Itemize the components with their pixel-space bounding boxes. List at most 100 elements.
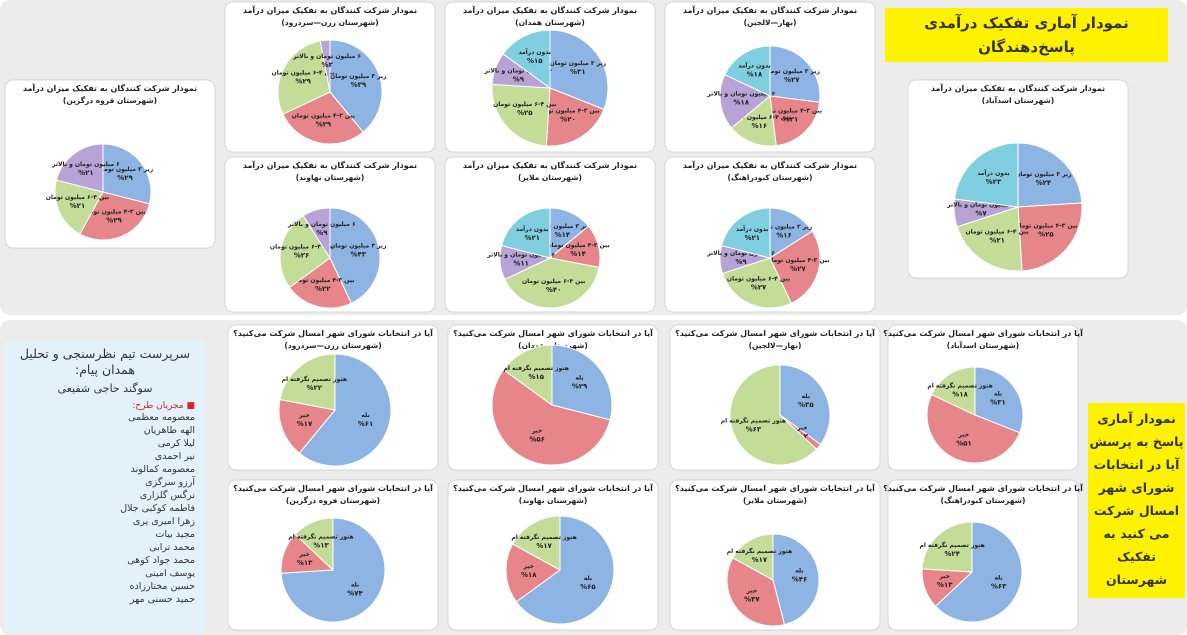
slice-category: بله [575, 375, 583, 382]
participation-header: نمودار آماری پاسخ به پرسش آیا در انتخابات ش… [1088, 403, 1185, 598]
pie-slice [769, 95, 821, 147]
chart-title: آیا در انتخابات شورای شهر امسال شرکت می‌… [233, 328, 433, 338]
slice-category: بدون درآمد [738, 61, 770, 70]
slice-category: بین ۴-۶ میلیون تومان [965, 229, 1028, 236]
slice-category: بین ۳-۴ میلیون تومان [291, 277, 354, 284]
slice-category: زیر ۳ میلیون تومان [330, 243, 387, 250]
team-member: یوسف امینی [145, 568, 195, 579]
pie-slice [953, 142, 1019, 208]
slice-category: بین ۳-۴ میلیون تومان [536, 107, 599, 114]
chart-subtitle: (شهرستان رزن—سردرود) [281, 18, 378, 27]
data-label: %۲۳ [986, 178, 1002, 186]
slice-category: بین ۴-۶ میلیون تومان [493, 101, 556, 108]
data-label: %۲۵ [1038, 231, 1054, 239]
data-label: %۶۱ [358, 420, 374, 428]
slice-category: زیر ۳ میلیون تومان [97, 166, 154, 173]
header-line: نمودار آماری تفکیک درآمدی [924, 14, 1129, 32]
slice-category: بین ۴-۶ میلیون تومان [728, 114, 791, 121]
credits-panel: سرپرست تیم نظرسنجی و تحلیل همدان پیام: س… [5, 340, 205, 632]
data-label: %۲۲ [307, 384, 323, 392]
slice-category: خیر [522, 563, 534, 570]
team-member: حمید حسنی مهر [129, 594, 195, 605]
pie-slice [102, 143, 152, 205]
data-label: %۲۰ [560, 115, 576, 123]
chart-subtitle: (بهار—لالجین) [749, 341, 802, 350]
data-label: %۳۵ [798, 401, 814, 409]
data-label: %۱۸ [747, 71, 763, 79]
data-label: %۳۱ [570, 68, 586, 76]
header-line: پاسخ به پرسش [1089, 434, 1184, 449]
chart-subtitle: (شهرستان ملایر) [518, 173, 582, 182]
pie-slice [934, 521, 1023, 623]
chart-title: آیا در انتخابات شورای شهر امسال شرکت می‌… [453, 328, 653, 338]
slice-category: بین ۳-۴ میلیون تومان [759, 108, 822, 115]
data-label: %۲۲ [315, 285, 331, 293]
slice-category: بله [361, 412, 369, 419]
slice-category: هنوز تصمیم نگرفته ام [288, 532, 353, 540]
chart-title: آیا در انتخابات شورای شهر امسال شرکت می‌… [453, 483, 653, 493]
slice-category: بین ۴-۶ میلیون تومان [270, 244, 333, 251]
slice-category: خیر [938, 573, 950, 580]
data-label: %۲۱ [78, 169, 94, 177]
chart-subtitle: (شهرستان فروه درگزین) [63, 96, 157, 105]
team-label: ■ مجریان طرح: [132, 401, 195, 411]
team-member: لیلا کرمی [157, 438, 195, 449]
team-member: محمد ترابی [149, 542, 195, 553]
data-label: %۱۴ [555, 231, 571, 239]
data-label: %۲۹ [117, 174, 133, 182]
slice-category: بله [584, 575, 592, 582]
pie-slice [277, 40, 331, 115]
header-line: آیا در انتخابات [1093, 457, 1180, 472]
data-label: %۱۳ [313, 541, 329, 549]
slice-category: هنوز تصمیم نگرفته ام [919, 541, 984, 549]
data-label: %۶۵ [580, 583, 596, 591]
slice-category: ۶ میلیون تومان و بالاتر [483, 68, 552, 75]
data-label: %۴۶ [792, 576, 808, 584]
slice-category: ۶ میلیون تومان و بالاتر [706, 250, 775, 257]
pie-slice [302, 207, 331, 260]
slice-category: بدون درآمد [977, 168, 1009, 177]
data-label: %۳۷ [744, 595, 760, 603]
data-label: %۷ [975, 209, 987, 217]
chart-title: نمودار شرکت کنندگان به تفکیک میزان درآمد [243, 5, 417, 15]
slice-category: بین ۳-۴ میلیون تومان [292, 112, 355, 119]
data-label: %۲۷ [784, 76, 800, 84]
slice-category: بدون درآمد [516, 224, 548, 233]
chart-title: نمودار شرکت کنندگان به تفکیک میزان درآمد [683, 5, 857, 15]
data-label: %۹ [735, 258, 747, 266]
team-member: محمد جواد کوهی [127, 555, 195, 566]
pie-slice [298, 353, 392, 467]
pie-slice [545, 87, 605, 147]
slice-category: خیر [298, 551, 310, 558]
pie-slice [288, 257, 352, 309]
pie-slice [729, 364, 818, 466]
data-label: %۱۷ [752, 556, 768, 564]
slice-category: زیر ۳ میلیون تومان [764, 68, 821, 75]
header-line: تفکیک [1117, 549, 1156, 564]
slice-category: ۶ میلیون تومان و بالاتر [946, 201, 1015, 208]
slice-category: خیر [746, 587, 758, 594]
pie-slice [1017, 202, 1083, 272]
data-label: %۱۶ [752, 122, 768, 130]
pie-slice [329, 39, 383, 133]
slice-category: ۶ میلیون تومان و بالاتر [292, 53, 361, 60]
slice-category: زیر ۳ میلیون تومان [550, 60, 607, 67]
pie-slice [769, 207, 813, 259]
chart-title: نمودار شرکت کنندگان به تفکیک میزان درآمد [683, 160, 857, 170]
data-label: %۲۵ [517, 109, 533, 117]
data-label: %۱۶ [776, 232, 792, 240]
team-member: الهه طاهریان [143, 425, 195, 436]
slice-category: زیر ۳ میلیون تومان [1015, 171, 1072, 178]
chart-title: آیا در انتخابات شورای شهر امسال شرکت می‌… [675, 483, 875, 493]
pie-slice [55, 143, 104, 193]
pie-slice [772, 533, 820, 626]
pie-slice [726, 557, 786, 627]
data-label: %۳۱ [990, 398, 1006, 406]
data-label: %۵۶ [529, 435, 545, 443]
pie-slice [930, 366, 976, 416]
chart-title: نمودار شرکت کنندگان به تفکیک میزان درآمد [23, 83, 197, 93]
team-member: نیر احمدی [154, 451, 195, 462]
pie-slice [769, 45, 821, 103]
